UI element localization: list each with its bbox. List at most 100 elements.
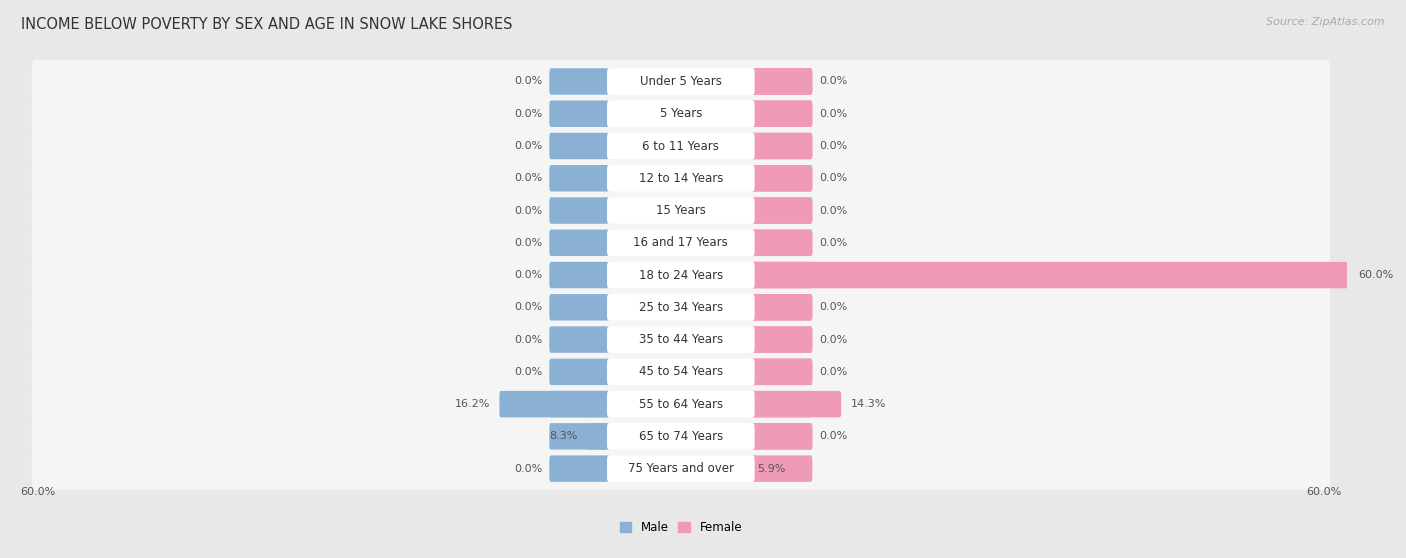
- Text: 8.3%: 8.3%: [550, 431, 578, 441]
- Text: 0.0%: 0.0%: [820, 141, 848, 151]
- FancyBboxPatch shape: [751, 68, 813, 95]
- FancyBboxPatch shape: [32, 415, 1330, 458]
- FancyBboxPatch shape: [607, 229, 755, 256]
- FancyBboxPatch shape: [751, 391, 841, 417]
- Text: 14.3%: 14.3%: [851, 399, 886, 409]
- FancyBboxPatch shape: [751, 294, 813, 320]
- Text: 0.0%: 0.0%: [513, 76, 543, 86]
- Text: 12 to 14 Years: 12 to 14 Years: [638, 172, 723, 185]
- FancyBboxPatch shape: [607, 455, 755, 482]
- FancyBboxPatch shape: [751, 262, 1348, 288]
- FancyBboxPatch shape: [499, 391, 610, 417]
- Text: 0.0%: 0.0%: [820, 431, 848, 441]
- Text: 16 and 17 Years: 16 and 17 Years: [634, 236, 728, 249]
- FancyBboxPatch shape: [550, 229, 610, 256]
- FancyBboxPatch shape: [751, 326, 813, 353]
- Text: 45 to 54 Years: 45 to 54 Years: [638, 365, 723, 378]
- FancyBboxPatch shape: [751, 100, 813, 127]
- FancyBboxPatch shape: [607, 423, 755, 450]
- FancyBboxPatch shape: [32, 93, 1330, 135]
- Text: 0.0%: 0.0%: [820, 335, 848, 345]
- FancyBboxPatch shape: [550, 455, 610, 482]
- FancyBboxPatch shape: [607, 133, 755, 159]
- Text: 18 to 24 Years: 18 to 24 Years: [638, 268, 723, 282]
- Text: 0.0%: 0.0%: [820, 76, 848, 86]
- FancyBboxPatch shape: [751, 262, 813, 288]
- Text: 5.9%: 5.9%: [758, 464, 786, 474]
- FancyBboxPatch shape: [32, 222, 1330, 264]
- FancyBboxPatch shape: [751, 229, 813, 256]
- FancyBboxPatch shape: [550, 133, 610, 159]
- Text: 0.0%: 0.0%: [513, 270, 543, 280]
- Text: 0.0%: 0.0%: [820, 109, 848, 119]
- FancyBboxPatch shape: [751, 359, 813, 385]
- FancyBboxPatch shape: [607, 262, 755, 288]
- FancyBboxPatch shape: [751, 198, 813, 224]
- Text: 35 to 44 Years: 35 to 44 Years: [638, 333, 723, 346]
- Text: 0.0%: 0.0%: [513, 109, 543, 119]
- FancyBboxPatch shape: [607, 68, 755, 95]
- Text: 0.0%: 0.0%: [513, 302, 543, 312]
- FancyBboxPatch shape: [751, 326, 813, 353]
- Text: 0.0%: 0.0%: [820, 174, 848, 183]
- Text: 5 Years: 5 Years: [659, 107, 702, 120]
- Text: 0.0%: 0.0%: [513, 335, 543, 345]
- Text: 60.0%: 60.0%: [1358, 270, 1393, 280]
- Text: Source: ZipAtlas.com: Source: ZipAtlas.com: [1267, 17, 1385, 27]
- Text: 75 Years and over: 75 Years and over: [628, 462, 734, 475]
- FancyBboxPatch shape: [32, 60, 1330, 103]
- Text: 16.2%: 16.2%: [454, 399, 489, 409]
- FancyBboxPatch shape: [751, 100, 813, 127]
- FancyBboxPatch shape: [32, 350, 1330, 393]
- Text: 15 Years: 15 Years: [655, 204, 706, 217]
- Text: 0.0%: 0.0%: [820, 302, 848, 312]
- FancyBboxPatch shape: [550, 359, 610, 385]
- FancyBboxPatch shape: [751, 133, 813, 159]
- Text: 25 to 34 Years: 25 to 34 Years: [638, 301, 723, 314]
- Text: 0.0%: 0.0%: [513, 205, 543, 215]
- FancyBboxPatch shape: [550, 294, 610, 320]
- Legend: Male, Female: Male, Female: [614, 516, 747, 539]
- FancyBboxPatch shape: [32, 254, 1330, 296]
- Text: 0.0%: 0.0%: [513, 174, 543, 183]
- FancyBboxPatch shape: [751, 423, 813, 450]
- FancyBboxPatch shape: [607, 198, 755, 224]
- FancyBboxPatch shape: [751, 68, 813, 95]
- FancyBboxPatch shape: [588, 423, 610, 450]
- Text: 0.0%: 0.0%: [513, 367, 543, 377]
- FancyBboxPatch shape: [607, 100, 755, 127]
- FancyBboxPatch shape: [550, 165, 610, 191]
- FancyBboxPatch shape: [32, 125, 1330, 167]
- FancyBboxPatch shape: [32, 157, 1330, 200]
- Text: Under 5 Years: Under 5 Years: [640, 75, 721, 88]
- FancyBboxPatch shape: [32, 286, 1330, 329]
- Text: 0.0%: 0.0%: [820, 367, 848, 377]
- FancyBboxPatch shape: [751, 294, 813, 320]
- FancyBboxPatch shape: [550, 423, 610, 450]
- Text: 0.0%: 0.0%: [820, 238, 848, 248]
- FancyBboxPatch shape: [32, 189, 1330, 232]
- Text: 0.0%: 0.0%: [513, 141, 543, 151]
- FancyBboxPatch shape: [607, 165, 755, 191]
- Text: 0.0%: 0.0%: [820, 205, 848, 215]
- FancyBboxPatch shape: [607, 294, 755, 320]
- Text: 6 to 11 Years: 6 to 11 Years: [643, 140, 720, 152]
- FancyBboxPatch shape: [607, 391, 755, 417]
- FancyBboxPatch shape: [607, 326, 755, 353]
- FancyBboxPatch shape: [550, 262, 610, 288]
- FancyBboxPatch shape: [550, 391, 610, 417]
- FancyBboxPatch shape: [751, 423, 813, 450]
- Text: INCOME BELOW POVERTY BY SEX AND AGE IN SNOW LAKE SHORES: INCOME BELOW POVERTY BY SEX AND AGE IN S…: [21, 17, 513, 32]
- FancyBboxPatch shape: [751, 359, 813, 385]
- FancyBboxPatch shape: [550, 326, 610, 353]
- FancyBboxPatch shape: [32, 318, 1330, 361]
- Text: 60.0%: 60.0%: [21, 487, 56, 497]
- FancyBboxPatch shape: [550, 100, 610, 127]
- FancyBboxPatch shape: [550, 198, 610, 224]
- FancyBboxPatch shape: [32, 383, 1330, 425]
- FancyBboxPatch shape: [751, 133, 813, 159]
- FancyBboxPatch shape: [751, 391, 813, 417]
- Text: 55 to 64 Years: 55 to 64 Years: [638, 398, 723, 411]
- FancyBboxPatch shape: [607, 359, 755, 385]
- FancyBboxPatch shape: [550, 68, 610, 95]
